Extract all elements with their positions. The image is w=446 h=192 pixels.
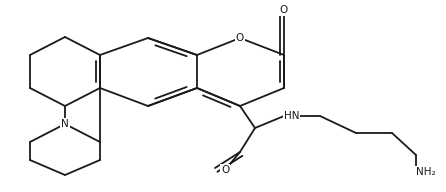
Text: O: O [280, 5, 288, 15]
Text: N: N [61, 119, 69, 129]
Text: O: O [236, 33, 244, 43]
Text: HN: HN [284, 111, 300, 121]
Text: NH₂: NH₂ [416, 167, 436, 177]
Text: O: O [221, 165, 229, 175]
